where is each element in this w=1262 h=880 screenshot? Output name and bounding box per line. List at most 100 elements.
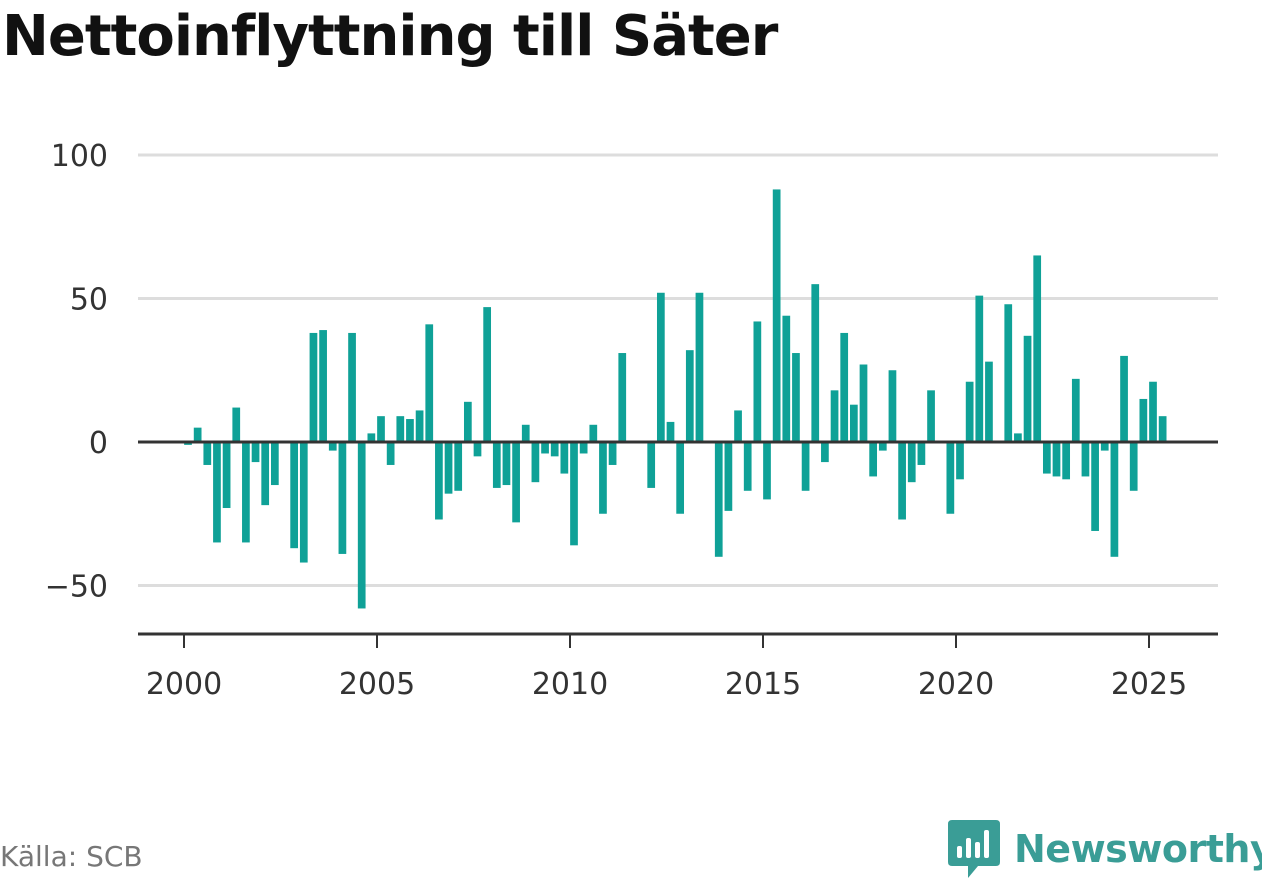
bar: [1149, 381, 1157, 442]
bar: [299, 442, 308, 563]
bar: [425, 324, 434, 442]
bar: [1062, 442, 1071, 480]
chart-title: Nettoinflyttning till Säter: [2, 4, 778, 69]
axes: [138, 440, 1218, 648]
bar: [1129, 442, 1138, 491]
bar: [975, 295, 984, 442]
bar: [483, 307, 492, 442]
bar: [830, 390, 839, 442]
bar: [782, 315, 791, 442]
bar: [714, 442, 723, 557]
bar: [348, 332, 356, 442]
bar: [377, 416, 385, 442]
bar: [1014, 433, 1022, 442]
bar: [251, 442, 260, 463]
x-tick-label: 2010: [532, 667, 608, 702]
bar: [647, 442, 656, 488]
bar: [579, 442, 588, 454]
bar: [599, 442, 607, 514]
bar: [309, 332, 318, 442]
bar: [435, 442, 443, 520]
bar: [608, 442, 617, 465]
bar: [1052, 442, 1061, 477]
bar: [319, 330, 327, 442]
bar: [521, 424, 530, 442]
bar: [656, 292, 665, 442]
bar: [849, 404, 858, 442]
bar: [618, 353, 627, 442]
bar: [270, 442, 279, 486]
bar: [772, 189, 781, 442]
bar: [753, 321, 762, 442]
bar: [801, 442, 810, 491]
bar: [685, 350, 694, 442]
bar: [956, 442, 964, 480]
bar: [985, 361, 993, 442]
bar: [1110, 442, 1119, 557]
bar: [811, 284, 820, 442]
bar: [444, 442, 453, 494]
x-tick-label: 2005: [339, 667, 415, 702]
bar: [734, 410, 742, 442]
bar: [560, 442, 569, 474]
y-tick-label: 100: [51, 139, 108, 174]
bar: [965, 381, 974, 442]
bar: [473, 442, 482, 457]
bar: [463, 401, 472, 442]
newsworthy-logo-icon: [948, 820, 1000, 878]
x-tick-label: 2020: [918, 667, 994, 702]
bar: [396, 416, 405, 442]
bar: [792, 353, 800, 442]
brand-logo: Newsworthy: [948, 818, 1262, 880]
bar: [1023, 335, 1032, 442]
bar: [888, 370, 897, 442]
bar: [454, 442, 463, 491]
bar: [1120, 355, 1128, 442]
bar: [512, 442, 520, 523]
x-tick-label: 2000: [146, 667, 222, 702]
bar: [763, 442, 771, 500]
bar: [1091, 442, 1099, 531]
bar: [570, 442, 578, 546]
bar: [898, 442, 906, 520]
bar: [695, 292, 704, 442]
bar: [666, 421, 675, 442]
bar: [869, 442, 878, 477]
x-tick-label: 2025: [1111, 667, 1187, 702]
bar: [724, 442, 733, 511]
bar: [541, 442, 549, 454]
bar: [821, 442, 829, 463]
bar: [676, 442, 685, 514]
bar: [743, 442, 752, 491]
bar: [1100, 442, 1109, 451]
bar: [1158, 416, 1167, 442]
bar: [1071, 378, 1080, 442]
bar: [338, 442, 347, 554]
bar: [1081, 442, 1090, 477]
x-tick-label: 2015: [725, 667, 801, 702]
tick-labels: 100 50 0 −50 2000 2005 2010 2015 2020 2025: [45, 139, 1187, 702]
bar: [917, 442, 926, 465]
bar: [386, 442, 395, 465]
bar: [502, 442, 511, 486]
bar: [328, 442, 337, 451]
bar: [213, 442, 221, 543]
bar: [492, 442, 501, 488]
bar: [232, 407, 241, 442]
bar: [946, 442, 955, 514]
y-tick-label: −50: [45, 570, 108, 605]
bar: [261, 442, 270, 506]
bar: [531, 442, 540, 483]
bar: [367, 433, 376, 442]
brand-name: Newsworthy: [1014, 827, 1262, 871]
bar: [840, 332, 849, 442]
bar: [1033, 255, 1042, 442]
bar: [589, 424, 598, 442]
bar-chart: 100 50 0 −50 2000 2005 2010 2015 2020 2025: [45, 139, 1218, 702]
bar: [203, 442, 212, 465]
bar: [415, 410, 424, 442]
bar: [1004, 304, 1013, 442]
bar: [859, 364, 868, 442]
bar: [907, 442, 916, 483]
bar: [878, 442, 887, 451]
